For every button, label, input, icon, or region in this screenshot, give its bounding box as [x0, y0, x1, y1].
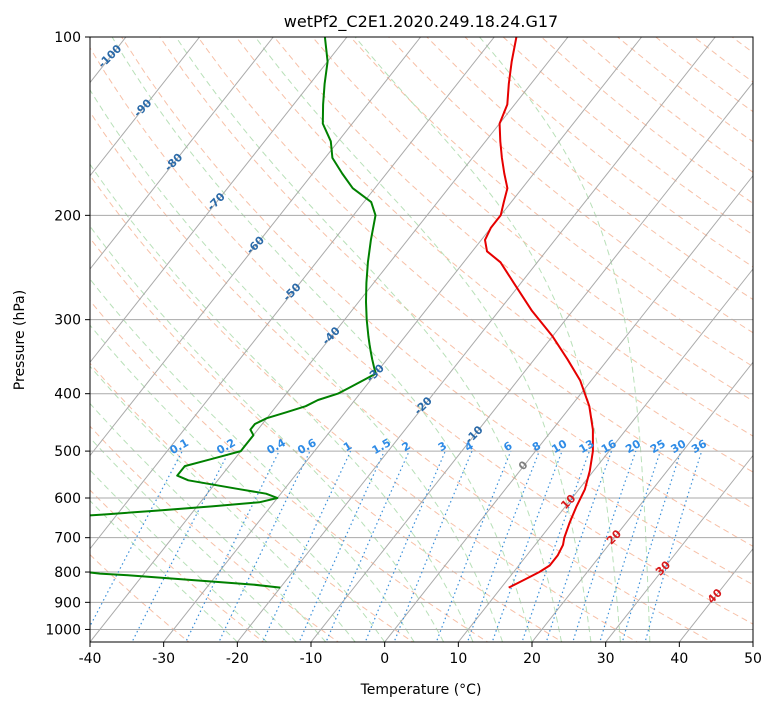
- x-tick-label: 40: [670, 651, 688, 667]
- chart-title: wetPf2_C2E1.2020.249.18.24.G17: [284, 12, 558, 32]
- x-tick-label: 20: [523, 651, 541, 667]
- y-tick-label: 600: [54, 491, 81, 507]
- y-tick-label: 1000: [45, 622, 81, 638]
- x-tick-label: 30: [597, 651, 615, 667]
- y-tick-label: 700: [54, 531, 81, 547]
- y-tick-label: 800: [54, 565, 81, 581]
- x-tick-label: -40: [79, 651, 102, 667]
- x-tick-label: 0: [380, 651, 389, 667]
- x-tick-label: -20: [226, 651, 249, 667]
- x-tick-label: 50: [744, 651, 762, 667]
- y-tick-label: 100: [54, 30, 81, 46]
- y-tick-label: 400: [54, 387, 81, 403]
- y-tick-label: 300: [54, 313, 81, 329]
- x-tick-label: -10: [300, 651, 323, 667]
- x-axis-title: Temperature (°C): [360, 682, 482, 698]
- y-tick-label: 200: [54, 208, 81, 224]
- x-tick-label: -30: [152, 651, 175, 667]
- x-tick-label: 10: [449, 651, 467, 667]
- y-tick-label: 900: [54, 595, 81, 611]
- y-tick-label: 500: [54, 444, 81, 460]
- y-axis-title: Pressure (hPa): [12, 290, 28, 390]
